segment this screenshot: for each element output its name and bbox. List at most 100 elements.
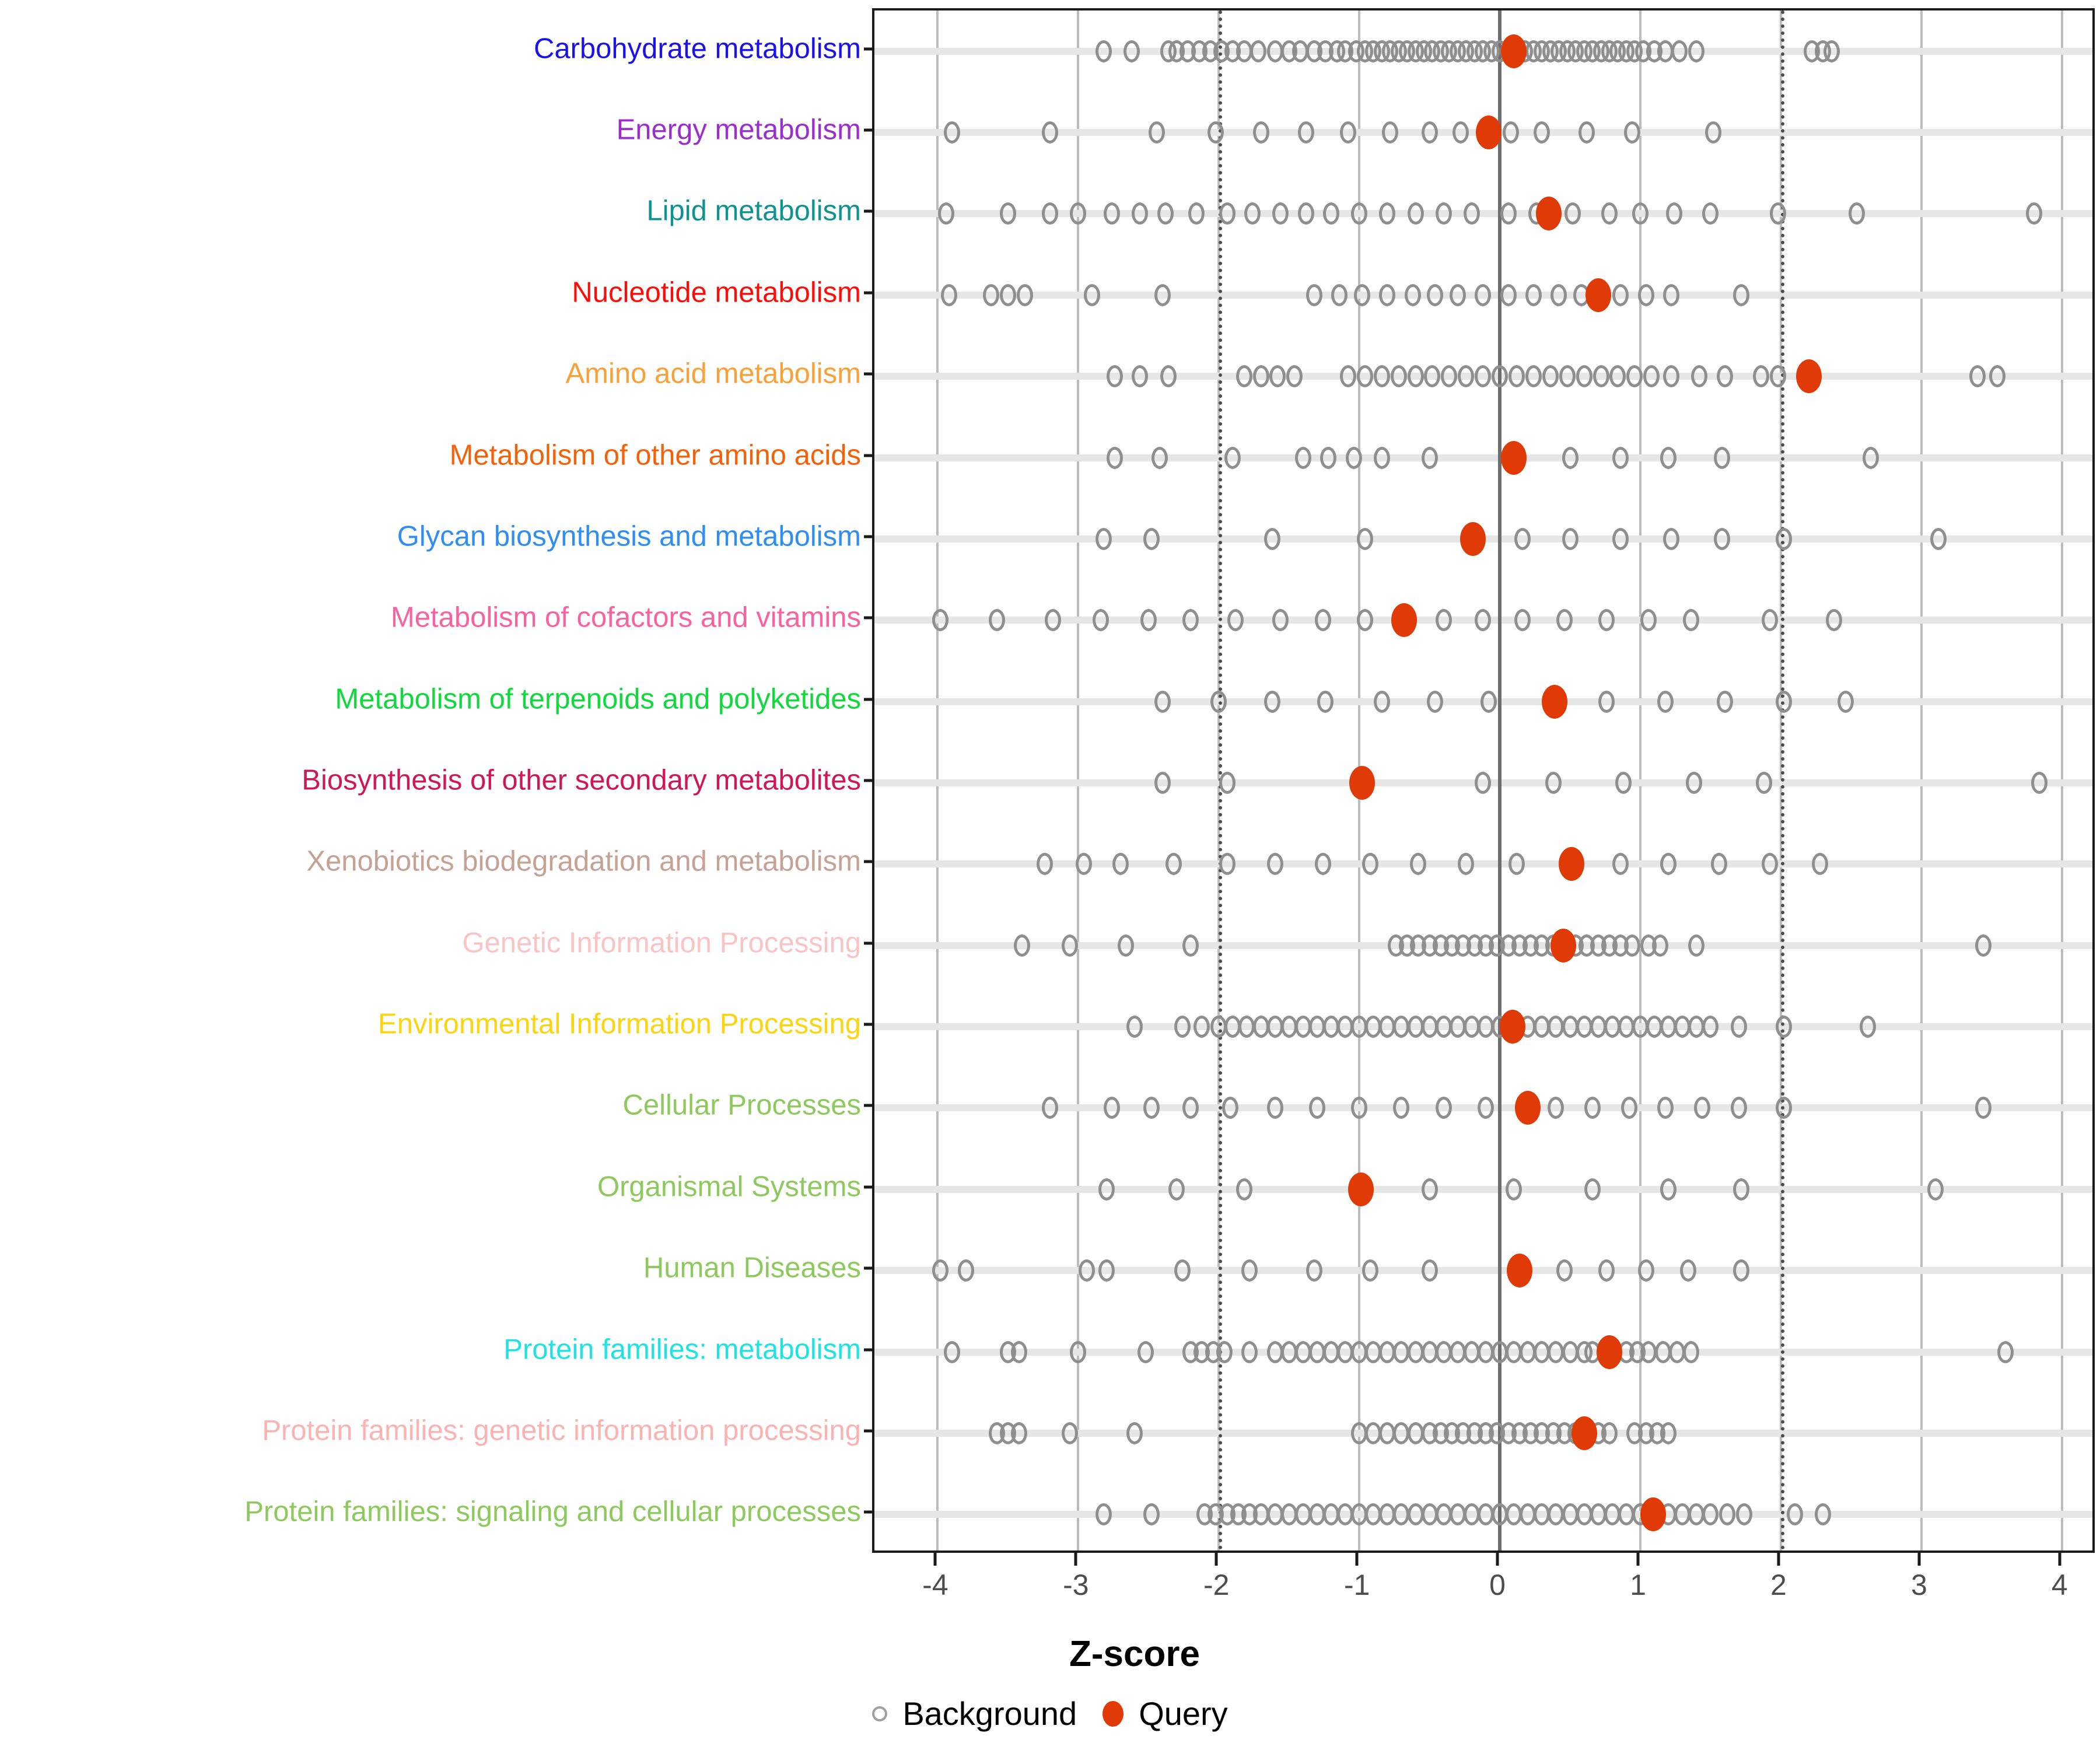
- background-point: [1011, 1422, 1028, 1444]
- background-point: [1682, 609, 1699, 632]
- background-point: [932, 1259, 949, 1282]
- background-point: [1404, 284, 1421, 306]
- y-axis-category-label: Protein families: genetic information pr…: [262, 1415, 861, 1447]
- query-point[interactable]: [1536, 197, 1562, 231]
- background-point: [1556, 609, 1573, 632]
- background-point: [1106, 446, 1123, 469]
- background-point: [1427, 690, 1444, 713]
- background-point: [1775, 527, 1792, 550]
- background-point: [1306, 284, 1323, 306]
- x-axis-tick-label: -1: [1343, 1569, 1370, 1601]
- query-point[interactable]: [1501, 440, 1527, 475]
- background-point: [1514, 609, 1531, 632]
- background-point: [1382, 121, 1399, 144]
- background-point: [1688, 40, 1705, 62]
- query-point[interactable]: [1550, 928, 1576, 963]
- background-point: [1584, 1097, 1601, 1119]
- background-point: [1663, 284, 1679, 306]
- y-axis-category-label: Xenobiotics biodegradation and metabolis…: [306, 845, 861, 877]
- background-point: [1713, 446, 1730, 469]
- background-point: [1308, 1097, 1325, 1119]
- background-point: [1775, 1097, 1792, 1119]
- background-point: [1112, 853, 1129, 876]
- query-point[interactable]: [1499, 1010, 1525, 1044]
- background-point: [1182, 1097, 1199, 1119]
- background-point: [1458, 365, 1475, 388]
- background-point: [1730, 1016, 1747, 1038]
- background-point: [1435, 202, 1452, 225]
- x-axis-title-text: Z-score: [1069, 1634, 1200, 1674]
- y-axis-tick: [864, 1185, 872, 1189]
- query-point[interactable]: [1501, 34, 1527, 68]
- background-point: [1601, 1422, 1618, 1444]
- background-point: [1564, 202, 1581, 225]
- query-point[interactable]: [1542, 684, 1568, 719]
- y-axis-label-column: Carbohydrate metabolism Energy metabolism…: [0, 0, 872, 1552]
- background-point: [1339, 365, 1356, 388]
- background-point: [1182, 609, 1199, 632]
- background-point: [1556, 1259, 1573, 1282]
- y-axis-category-label: Genetic Information Processing: [462, 927, 861, 959]
- background-point: [1160, 365, 1177, 388]
- background-point: [1351, 202, 1368, 225]
- background-point: [1480, 690, 1497, 713]
- background-point: [1264, 690, 1280, 713]
- query-point[interactable]: [1515, 1091, 1541, 1125]
- background-point: [1421, 446, 1438, 469]
- background-point: [1860, 1016, 1877, 1038]
- background-point: [1356, 527, 1373, 550]
- x-axis-tick: [2058, 1553, 2062, 1566]
- background-point: [1975, 1097, 1992, 1119]
- background-point: [1210, 690, 1227, 713]
- y-axis-tick: [864, 1266, 872, 1270]
- query-point[interactable]: [1558, 847, 1584, 881]
- background-point: [1373, 690, 1390, 713]
- background-point: [1640, 609, 1657, 632]
- background-point: [1475, 284, 1492, 306]
- background-point: [1036, 853, 1053, 876]
- background-point: [943, 121, 960, 144]
- background-point: [1092, 609, 1109, 632]
- legend-item-background[interactable]: Background: [872, 1695, 1077, 1732]
- background-point: [1143, 1097, 1160, 1119]
- x-axis-tick-label: 2: [1770, 1569, 1787, 1601]
- background-point: [1013, 934, 1030, 957]
- query-point[interactable]: [1391, 603, 1418, 638]
- background-point: [1314, 853, 1331, 876]
- background-point: [999, 202, 1016, 225]
- x-axis-tick: [1917, 1553, 1921, 1566]
- query-point[interactable]: [1796, 359, 1822, 394]
- query-point[interactable]: [1348, 1172, 1374, 1206]
- query-point[interactable]: [1349, 766, 1375, 800]
- query-point[interactable]: [1571, 1416, 1597, 1450]
- background-point: [1106, 365, 1123, 388]
- y-axis-category-label: Amino acid metabolism: [565, 358, 861, 390]
- category-gridline: [874, 1185, 2092, 1193]
- query-point[interactable]: [1597, 1335, 1622, 1369]
- background-point: [1154, 690, 1171, 713]
- background-point: [1770, 365, 1787, 388]
- background-point: [1626, 365, 1643, 388]
- x-axis-tick: [1636, 1553, 1640, 1566]
- background-point: [1823, 40, 1840, 62]
- y-axis-tick: [864, 698, 872, 701]
- background-point: [2031, 772, 2048, 794]
- background-point: [1188, 202, 1205, 225]
- background-point: [1362, 853, 1379, 876]
- query-point[interactable]: [1640, 1497, 1666, 1532]
- background-point: [1545, 772, 1562, 794]
- background-point: [1685, 772, 1702, 794]
- background-point: [1458, 853, 1475, 876]
- background-point: [1317, 690, 1334, 713]
- background-point: [1078, 1259, 1095, 1282]
- background-point: [1339, 121, 1356, 144]
- query-point[interactable]: [1460, 522, 1486, 556]
- background-point: [1075, 853, 1092, 876]
- background-point: [1508, 853, 1525, 876]
- legend-item-query[interactable]: Query: [1102, 1695, 1228, 1732]
- query-point[interactable]: [1585, 278, 1611, 312]
- background-point: [1241, 1259, 1258, 1282]
- background-point: [1663, 527, 1679, 550]
- query-point[interactable]: [1506, 1254, 1532, 1288]
- query-point[interactable]: [1475, 116, 1502, 150]
